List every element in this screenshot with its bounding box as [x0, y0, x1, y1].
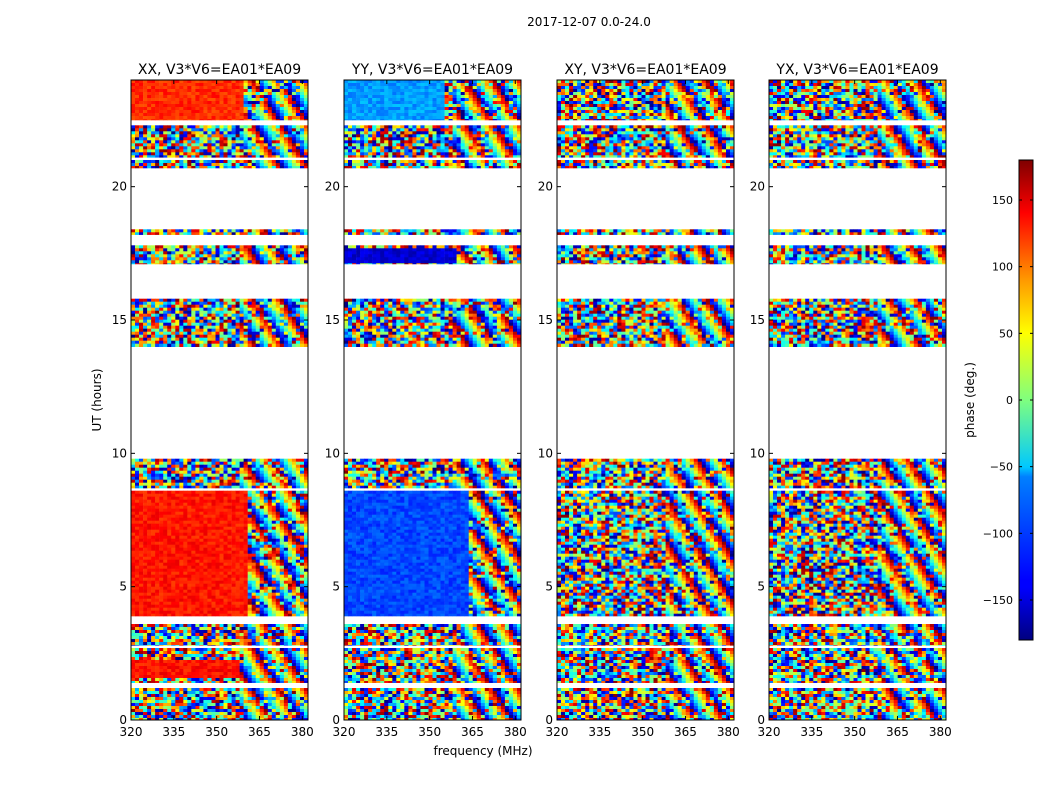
y-tick-label: 10	[112, 446, 127, 460]
y-tick-label: 20	[538, 180, 553, 194]
panel-2: 320 335 350 365 380 0 5 10 15 20 YY, V3*V6=EA01*EA…	[325, 62, 527, 739]
colorbar-tick-label: 50	[999, 327, 1013, 340]
panel-4: 320 335 350 365 380 0 5 10 15 20 YX, V3*V6=EA01*EA…	[750, 62, 952, 739]
y-tick-label: 15	[112, 313, 127, 327]
y-tick-label: 5	[757, 580, 765, 594]
plot-frame	[556, 79, 735, 721]
x-tick-label: 320	[333, 725, 356, 739]
plot-frame	[343, 79, 522, 721]
x-tick-label: 380	[291, 725, 314, 739]
y-tick-label: 5	[119, 580, 127, 594]
plot-frame	[130, 79, 309, 721]
y-tick-label: 10	[325, 446, 340, 460]
y-tick-label: 0	[119, 713, 127, 727]
y-tick-label: 10	[750, 446, 765, 460]
x-tick-label: 365	[674, 725, 697, 739]
y-tick-label: 0	[757, 713, 765, 727]
x-tick-label: 365	[461, 725, 484, 739]
y-tick-label: 5	[332, 580, 340, 594]
y-tick-label: 0	[332, 713, 340, 727]
colorbar-tick-label: 0	[1006, 394, 1013, 407]
x-tick-label: 320	[546, 725, 569, 739]
y-tick-label: 15	[538, 313, 553, 327]
colorbar-tick-label: −150	[983, 594, 1013, 607]
x-tick-label: 320	[758, 725, 781, 739]
x-tick-label: 350	[631, 725, 654, 739]
colorbar-tick-label: 100	[992, 261, 1013, 274]
y-tick-label: 5	[545, 580, 553, 594]
x-tick-label: 350	[843, 725, 866, 739]
panel-title: XY, V3*V6=EA01*EA09	[564, 62, 726, 78]
panel-1: 320 335 350 365 380 0 5 10 15 20 XX, V3*V6=EA01*EA…	[112, 62, 314, 739]
y-tick-label: 20	[325, 180, 340, 194]
x-tick-label: 335	[162, 725, 185, 739]
heatmap-image	[344, 80, 521, 720]
panel-3: 320 335 350 365 380 0 5 10 15 20 XY, V3*V6=EA01*EA…	[538, 62, 740, 739]
x-tick-label: 335	[375, 725, 398, 739]
y-tick-label: 10	[538, 446, 553, 460]
colorbar-label: phase (deg.)	[963, 362, 977, 438]
x-tick-label: 350	[205, 725, 228, 739]
colorbar-tick-label: −50	[990, 461, 1013, 474]
x-tick-label: 335	[588, 725, 611, 739]
y-tick-label: 15	[325, 313, 340, 327]
heatmap-image	[557, 80, 734, 720]
x-tick-label: 365	[248, 725, 271, 739]
y-axis-label: UT (hours)	[90, 368, 104, 431]
plot-frame	[768, 79, 947, 721]
colorbar: 150 100 50 0 −50 −100 −150 phase (deg.)	[963, 159, 1034, 641]
heatmap-image	[131, 80, 308, 720]
panel-title: YY, V3*V6=EA01*EA09	[351, 62, 513, 78]
colorbar-tick-label: −100	[983, 527, 1013, 540]
y-tick-label: 20	[112, 180, 127, 194]
y-tick-label: 0	[545, 713, 553, 727]
x-tick-label: 365	[886, 725, 909, 739]
figure-title: 2017-12-07 0.0-24.0	[527, 15, 651, 29]
heatmap-image	[769, 80, 946, 720]
panel-title: XX, V3*V6=EA01*EA09	[138, 62, 301, 78]
x-tick-label: 380	[717, 725, 740, 739]
x-tick-label: 380	[504, 725, 527, 739]
y-tick-label: 20	[750, 180, 765, 194]
x-tick-label: 335	[800, 725, 823, 739]
y-tick-label: 15	[750, 313, 765, 327]
x-tick-label: 320	[120, 725, 143, 739]
colorbar-tick-label: 150	[992, 194, 1013, 207]
x-tick-label: 350	[418, 725, 441, 739]
x-tick-label: 380	[929, 725, 952, 739]
panel-title: YX, V3*V6=EA01*EA09	[775, 62, 938, 78]
x-axis-label: frequency (MHz)	[433, 744, 532, 758]
